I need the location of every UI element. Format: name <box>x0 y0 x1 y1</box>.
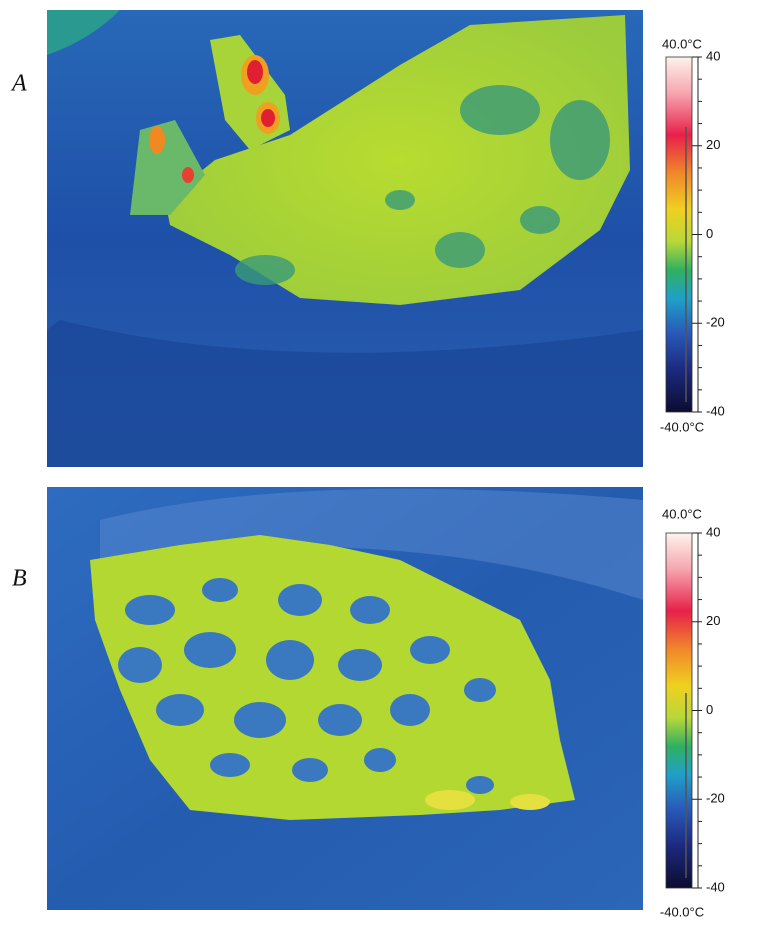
panel-label: B <box>12 566 27 592</box>
tick-label: 20 <box>706 613 720 628</box>
scale-min-label: -40.0°C <box>660 419 704 434</box>
tick-label: -40 <box>706 403 725 418</box>
panel-label: A <box>10 71 27 97</box>
thermal-image-a <box>47 10 643 467</box>
scale-min-label: -40.0°C <box>660 904 704 919</box>
tick-label: -20 <box>706 791 725 806</box>
scale-max-label: 40.0°C <box>662 506 702 521</box>
tick-label: 0 <box>706 702 713 717</box>
tick-label: 40 <box>706 524 720 539</box>
thermal-image-b <box>47 487 643 910</box>
colorbar <box>665 56 693 413</box>
tick-label: 20 <box>706 137 720 152</box>
tick-label: 0 <box>706 226 713 241</box>
tick-label: 40 <box>706 48 720 63</box>
colorbar <box>665 532 693 889</box>
scale-max-label: 40.0°C <box>662 36 702 51</box>
tick-label: -20 <box>706 315 725 330</box>
tick-label: -40 <box>706 879 725 894</box>
